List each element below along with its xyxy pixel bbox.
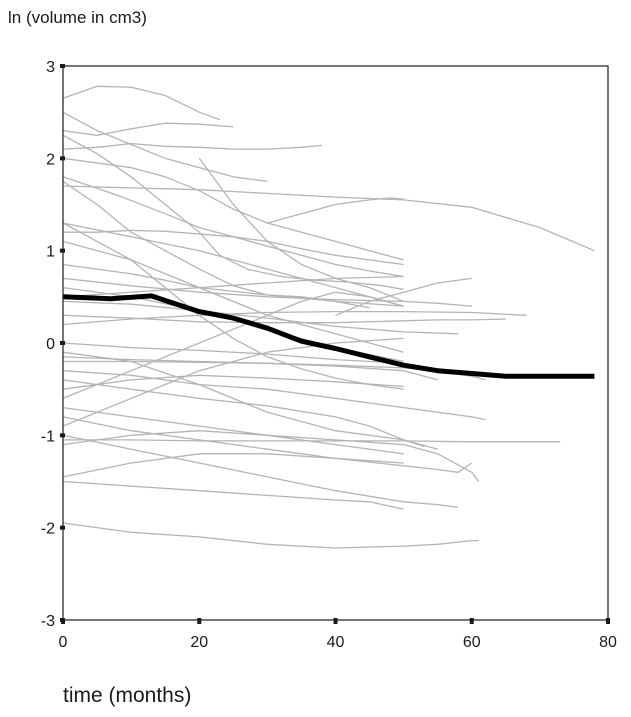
- individual-curve-9: [63, 229, 404, 266]
- individual-curve-28: [62, 240, 404, 353]
- individual-curve-38: [62, 416, 473, 473]
- individual-curve-36: [62, 351, 438, 450]
- individual-curve-3: [62, 142, 322, 150]
- individual-curve-30: [62, 291, 404, 400]
- individual-curve-29: [62, 337, 404, 427]
- y-axis-label: ln (volume in cm3): [8, 8, 147, 27]
- individual-curve-7: [62, 176, 404, 278]
- individual-curve-2: [62, 122, 234, 136]
- individual-curve-26: [62, 314, 506, 324]
- x-axis-label: time (months): [63, 684, 192, 707]
- individual-curves: [62, 85, 595, 549]
- y-tick-label: 1: [46, 244, 55, 261]
- x-tick-mark: [197, 618, 202, 624]
- individual-curve-15: [62, 222, 404, 390]
- y-tick-mark: [60, 525, 65, 530]
- x-tick-mark: [333, 618, 338, 624]
- y-tick-label: -2: [41, 521, 55, 538]
- individual-curve-13: [62, 342, 404, 364]
- individual-curve-19: [62, 406, 404, 455]
- x-tick-label: 0: [59, 634, 68, 651]
- individual-curve-40: [62, 263, 404, 307]
- individual-curve-1: [62, 85, 220, 121]
- individual-curve-31: [62, 157, 404, 261]
- individual-curve-16: [62, 379, 425, 448]
- individual-curve-6: [62, 134, 404, 291]
- individual-curve-12: [62, 300, 459, 335]
- y-tick-label: 2: [46, 151, 55, 168]
- mean-curve-layer: [62, 293, 595, 379]
- x-tick-mark: [61, 618, 65, 624]
- y-tick-mark: [60, 156, 65, 161]
- x-tick-mark: [469, 618, 474, 624]
- y-tick-label: -3: [41, 613, 55, 630]
- y-tick-label: 0: [46, 336, 55, 353]
- individual-curve-27: [62, 374, 404, 390]
- individual-curve-18: [63, 439, 561, 443]
- individual-curve-37: [62, 434, 459, 509]
- individual-curve-20: [62, 430, 480, 482]
- individual-curve-21: [62, 453, 404, 478]
- individual-curve-4: [62, 111, 268, 183]
- individual-curve-17: [62, 370, 486, 421]
- y-tick-mark: [60, 341, 65, 345]
- individual-curve-35: [267, 197, 404, 224]
- mean-curve: [62, 293, 595, 379]
- individual-curve-32: [198, 157, 404, 303]
- individual-curve-23: [62, 522, 479, 549]
- x-tick-label: 60: [463, 634, 481, 651]
- y-tick-mark: [60, 64, 65, 68]
- y-tick-label: 3: [46, 59, 55, 76]
- y-tick-mark: [60, 248, 65, 253]
- y-tick-label: -1: [41, 428, 55, 445]
- x-tick-label: 20: [190, 634, 208, 651]
- y-tick-mark: [60, 433, 65, 438]
- x-tick-label: 40: [327, 634, 345, 651]
- individual-curve-39: [335, 277, 472, 316]
- individual-curve-5: [62, 185, 595, 252]
- individual-curve-22: [62, 480, 404, 510]
- x-tick-label: 80: [599, 634, 617, 651]
- individual-curve-10: [62, 275, 404, 298]
- individual-curve-33: [62, 222, 404, 307]
- x-tick-mark: [606, 618, 610, 624]
